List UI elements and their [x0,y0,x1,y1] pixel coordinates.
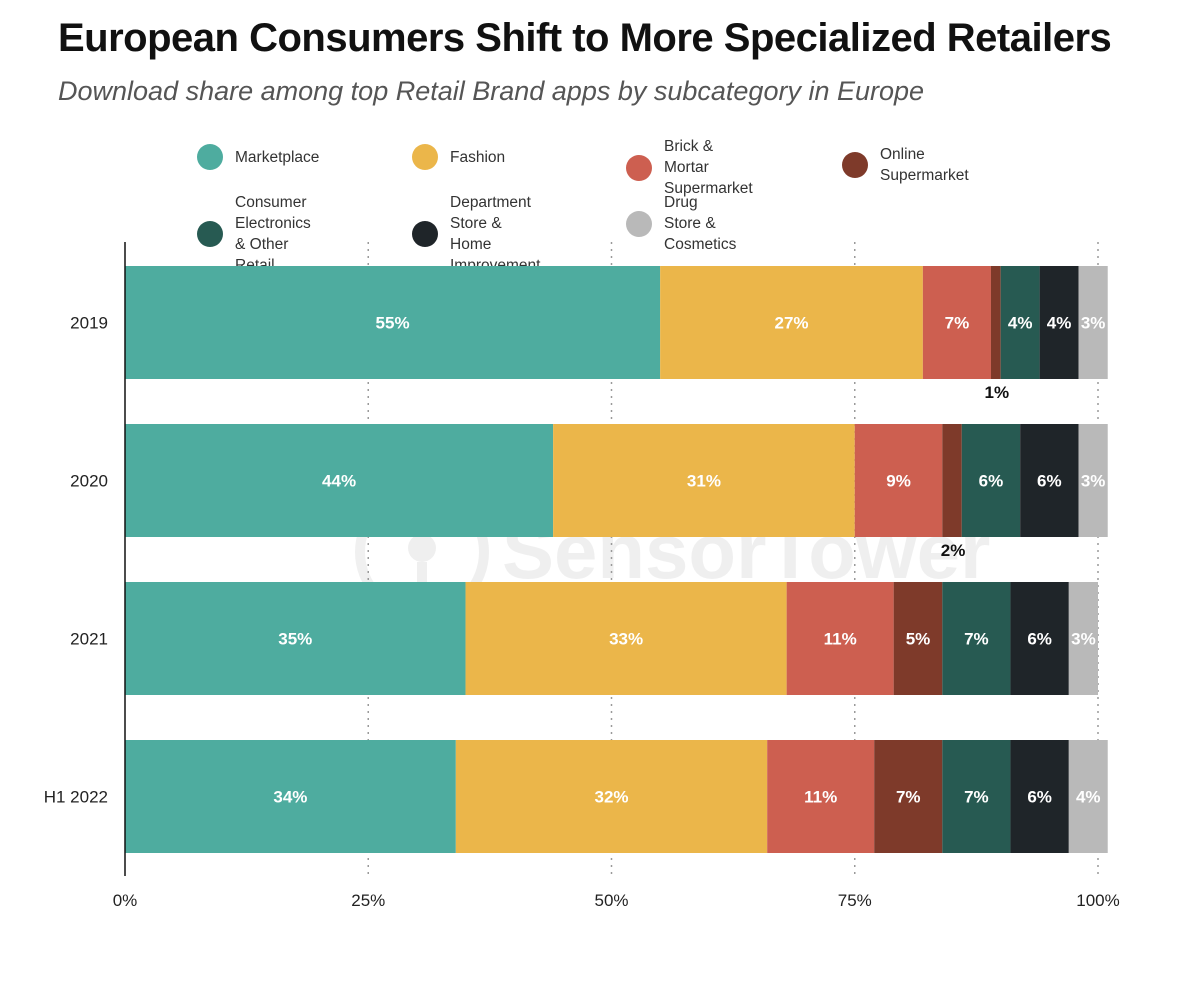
data-label: 7% [964,788,989,807]
data-label: 7% [945,314,970,333]
bar-segment-brick-mortar-supermarket [786,582,894,695]
data-label: 11% [824,630,857,649]
data-label: 7% [964,630,989,649]
bar-segment-consumer-electronics-other-retail [1000,266,1040,379]
bars: 55% 27% 7% 1% 4% 4% 3% 44% 31% 9% 2% 6% 6% 3% 35% 33% 11… [125,266,1108,853]
data-label: 35% [278,630,312,649]
data-label: 27% [774,314,808,333]
legend-item-marketplace: Marketplace [197,144,319,170]
legend-swatch-online-supermarket [842,152,868,178]
x-tick-label: 100% [1076,891,1119,910]
data-label: 9% [886,472,911,491]
data-label: 33% [609,630,643,649]
data-label: 31% [687,472,721,491]
bar-segment-consumer-electronics-other-retail [942,740,1011,853]
data-label: 32% [594,788,628,807]
bar-segment-fashion [465,582,787,695]
category-labels: 2019 2020 2021 H1 2022 [44,314,108,807]
legend-item-online-supermarket: Online Supermarket [842,144,969,186]
bar-segment-department-store-home-improvement [1010,582,1069,695]
bar-segment-brick-mortar-supermarket [854,424,943,537]
chart-title: European Consumers Shift to More Special… [58,16,1112,60]
legend-label-marketplace: Marketplace [235,148,320,166]
bar-segment-online-supermarket [990,266,1001,379]
data-label-outside: 1% [985,383,1010,402]
data-label: 6% [979,472,1004,491]
data-label-outside: 2% [941,541,966,560]
bar-segment-drug-store-cosmetics [1068,582,1098,695]
x-tick-label: 0% [113,891,138,910]
data-label: 4% [1008,314,1033,333]
legend-item-drug-store: Drug Store & Cosmetics [626,192,736,255]
bar-segment-marketplace [125,424,554,537]
legend-item-consumer-electronics: Consumer Electronics & Other Retail [197,192,311,276]
bar-segment-consumer-electronics-other-retail [942,582,1011,695]
legend-item-fashion: Fashion [412,144,505,170]
x-tick-label: 25% [351,891,385,910]
category-label: 2019 [70,314,108,333]
legend-label-fashion: Fashion [450,148,506,166]
data-label: 3% [1071,630,1096,649]
bar-segment-fashion [455,740,768,853]
category-label: 2020 [70,472,108,491]
legend-swatch-brick-mortar [626,154,652,181]
data-label: 3% [1081,472,1106,491]
bar-segment-drug-store-cosmetics [1078,424,1108,537]
data-label: 34% [273,788,307,807]
bar-segment-department-store-home-improvement [1039,266,1079,379]
legend-label-online-supermarket: Online Supermarket [880,146,969,184]
category-label: 2021 [70,630,108,649]
x-tick-label: 75% [838,891,872,910]
bar-segment-department-store-home-improvement [1020,424,1079,537]
data-label: 7% [896,788,921,807]
bar-segment-drug-store-cosmetics [1068,740,1108,853]
bar-segment-fashion [553,424,855,537]
bar-segment-online-supermarket [874,740,943,853]
data-label: 5% [906,630,931,649]
x-axis-tick-labels: 0% 25% 50% 75% 100% [113,891,1120,910]
bar-segment-marketplace [125,266,661,379]
watermark-logo-dot [408,534,436,562]
chart-subtitle: Download share among top Retail Brand ap… [58,76,925,106]
data-label: 55% [376,314,410,333]
data-label: 6% [1027,788,1052,807]
bar-segment-online-supermarket [893,582,943,695]
legend-swatch-consumer-electronics [197,221,223,247]
data-label: 6% [1037,472,1062,491]
bar-segment-marketplace [125,740,456,853]
bar-segment-online-supermarket [942,424,962,537]
legend-label-drug-store: Drug Store & Cosmetics [664,194,737,253]
data-label: 11% [804,788,837,807]
bar-segment-drug-store-cosmetics [1078,266,1108,379]
data-label: 3% [1081,314,1106,333]
bar-segment-brick-mortar-supermarket [922,266,991,379]
bar-segment-fashion [660,266,923,379]
legend-swatch-marketplace [197,144,223,170]
legend-item-brick-mortar: Brick & Mortar Supermarket [626,136,753,199]
data-label: 6% [1027,630,1052,649]
data-label: 4% [1047,314,1072,333]
bar-segment-consumer-electronics-other-retail [961,424,1021,537]
bar-segment-marketplace [125,582,466,695]
data-label: 44% [322,472,356,491]
legend-swatch-drug-store [626,210,652,237]
bar-segment-brick-mortar-supermarket [767,740,875,853]
bar-segment-department-store-home-improvement [1010,740,1069,853]
x-tick-label: 50% [594,891,628,910]
legend-label-brick-mortar: Brick & Mortar Supermarket [664,138,753,197]
legend-swatch-department-store [412,221,438,247]
legend-swatch-fashion [412,144,438,170]
category-label: H1 2022 [44,788,108,807]
data-label: 4% [1076,788,1101,807]
